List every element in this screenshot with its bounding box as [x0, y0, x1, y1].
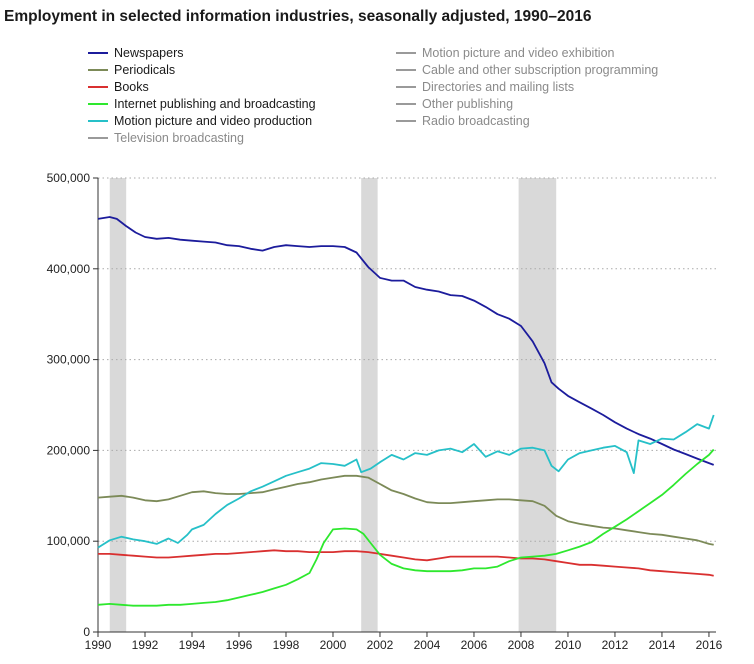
- recession-band: [518, 178, 557, 632]
- series-line-books: [98, 549, 714, 577]
- x-tick-label: 2006: [461, 638, 488, 652]
- chart-title: Employment in selected information indus…: [4, 8, 592, 25]
- recession-band: [109, 178, 127, 632]
- legend-label: Newspapers: [114, 46, 183, 60]
- x-tick-label: 2016: [696, 638, 723, 652]
- series-line-internet-publishing-and-broadcasting: [97, 448, 715, 607]
- legend-label: Motion picture and video production: [114, 114, 312, 128]
- x-tick-label: 2000: [320, 638, 347, 652]
- x-tick-label: 2008: [508, 638, 535, 652]
- x-tick-label: 2004: [414, 638, 441, 652]
- legend-label: Other publishing: [422, 97, 513, 111]
- x-tick-label: 1992: [132, 638, 159, 652]
- grid-lines: [98, 177, 716, 542]
- legend-label: Motion picture and video exhibition: [422, 46, 615, 60]
- legend: Newspapers Periodicals Books Internet publi…: [88, 46, 658, 145]
- recession-band: [361, 178, 378, 632]
- y-tick-label: 300,000: [47, 353, 91, 367]
- series-line-periodicals: [97, 474, 714, 546]
- x-tick-label: 1998: [273, 638, 300, 652]
- recession-bands: [109, 178, 557, 632]
- x-tick-label: 2010: [555, 638, 582, 652]
- x-tick-label: 2014: [649, 638, 676, 652]
- chart-axes: 0 100,000 200,000 300,000 400,000 500,000 1990…: [47, 171, 723, 652]
- y-tick-label: 0: [83, 625, 90, 639]
- series-line-motion-picture-and-video-production: [97, 414, 715, 549]
- legend-label: Cable and other subscription programming: [422, 63, 658, 77]
- series-line-newspapers: [97, 216, 715, 466]
- x-tick-label: 2012: [602, 638, 629, 652]
- series-lines: [97, 216, 715, 607]
- legend-label: Directories and mailing lists: [422, 80, 574, 94]
- legend-label: Radio broadcasting: [422, 114, 530, 128]
- x-tick-label: 2002: [367, 638, 394, 652]
- legend-label: Periodicals: [114, 63, 175, 77]
- y-tick-label: 400,000: [47, 262, 91, 276]
- legend-label: Books: [114, 80, 149, 94]
- legend-label: Television broadcasting: [114, 131, 244, 145]
- x-tick-label: 1994: [179, 638, 206, 652]
- y-tick-label: 100,000: [47, 534, 91, 548]
- y-tick-label: 500,000: [47, 171, 91, 185]
- legend-label: Internet publishing and broadcasting: [114, 97, 316, 111]
- x-tick-label: 1996: [226, 638, 253, 652]
- y-tick-label: 200,000: [47, 443, 91, 457]
- x-tick-label: 1990: [85, 638, 112, 652]
